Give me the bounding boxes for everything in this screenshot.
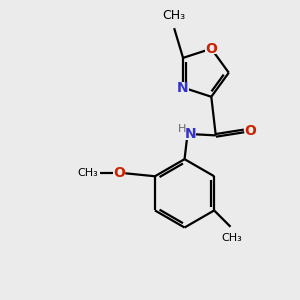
Text: CH₃: CH₃ (222, 233, 242, 243)
Text: H: H (178, 124, 186, 134)
Bar (206, 44, 217, 54)
Text: O: O (244, 124, 256, 138)
Bar (113, 168, 124, 178)
Bar (177, 82, 189, 93)
Text: O: O (113, 166, 124, 180)
Text: N: N (185, 127, 196, 141)
Text: N: N (177, 81, 189, 94)
Bar (179, 128, 196, 140)
Text: CH₃: CH₃ (78, 168, 98, 178)
Text: O: O (206, 42, 217, 56)
Bar (245, 126, 256, 136)
Text: CH₃: CH₃ (163, 9, 186, 22)
